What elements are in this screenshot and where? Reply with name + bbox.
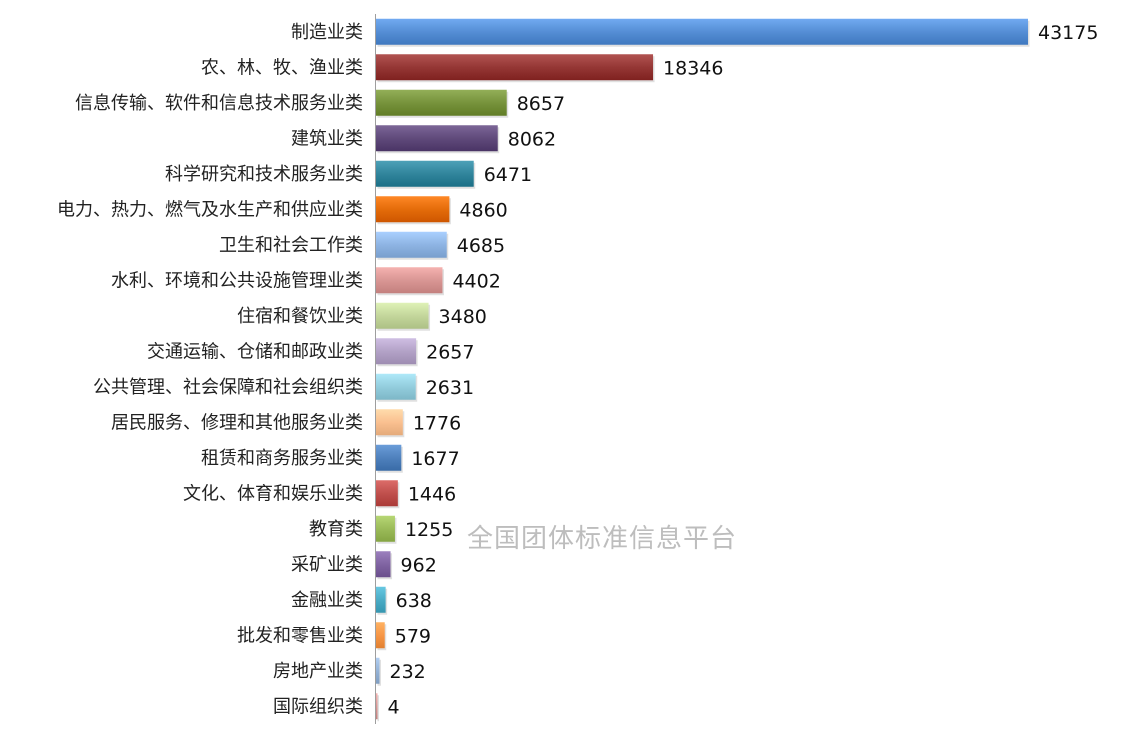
bar: [376, 373, 416, 400]
bar: [376, 89, 507, 116]
bar: [376, 622, 385, 649]
category-label: 制造业类: [291, 22, 363, 43]
data-label: 2631: [426, 377, 474, 399]
data-label: 1677: [411, 448, 459, 470]
category-label: 水利、环境和公共设施管理业类: [111, 270, 363, 291]
data-label: 1446: [408, 483, 456, 505]
labels-layer: 制造业类 43175 农、林、牧、渔业类 18346 信息传输、软件和信息技术服务业类 8…: [57, 22, 1098, 719]
data-label: 4685: [457, 235, 505, 257]
category-label: 建筑业类: [291, 128, 363, 149]
data-label: 4: [388, 696, 400, 718]
watermark-text: 全国团体标准信息平台: [467, 524, 738, 554]
category-label: 住宿和餐饮业类: [237, 306, 363, 327]
category-label: 国际组织类: [273, 696, 363, 717]
category-label: 房地产业类: [273, 661, 363, 682]
bar: [376, 515, 395, 542]
data-label: 8062: [508, 128, 556, 150]
bar: [376, 125, 498, 152]
category-label: 采矿业类: [291, 554, 363, 575]
data-label: 638: [396, 590, 432, 612]
bar: [376, 196, 450, 223]
data-label: 1255: [405, 519, 453, 541]
data-label: 1776: [413, 412, 461, 434]
data-label: 18346: [663, 57, 723, 79]
bar: [376, 18, 1028, 45]
data-label: 4402: [452, 270, 500, 292]
bars-layer: [376, 18, 1030, 722]
data-label: 232: [390, 661, 426, 683]
bar: [376, 338, 417, 365]
data-label: 4860: [459, 199, 507, 221]
data-label: 962: [401, 554, 437, 576]
category-label: 电力、热力、燃气及水生产和供应业类: [57, 199, 363, 220]
bar: [376, 657, 380, 684]
bar: [376, 302, 429, 329]
bar: [376, 586, 386, 613]
bar-shadow: [377, 695, 379, 722]
data-label: 2657: [426, 341, 474, 363]
bar: [376, 480, 398, 507]
bar: [376, 409, 403, 436]
bar: [376, 693, 378, 720]
bar: [376, 267, 443, 294]
category-label: 公共管理、社会保障和社会组织类: [93, 377, 363, 398]
category-label: 租赁和商务服务业类: [201, 448, 363, 469]
category-label: 科学研究和技术服务业类: [165, 164, 363, 185]
category-label: 居民服务、修理和其他服务业类: [111, 412, 363, 433]
bar: [376, 551, 391, 578]
bar: [376, 54, 654, 81]
bar: [376, 231, 447, 258]
bar: [376, 160, 474, 187]
category-label: 卫生和社会工作类: [219, 235, 363, 256]
data-label: 3480: [439, 306, 487, 328]
category-label: 农、林、牧、渔业类: [201, 57, 363, 78]
data-label: 579: [395, 625, 431, 647]
category-label: 金融业类: [291, 590, 363, 611]
category-label: 文化、体育和娱乐业类: [183, 483, 363, 504]
category-label: 信息传输、软件和信息技术服务业类: [75, 93, 363, 114]
category-label: 教育类: [309, 519, 363, 540]
data-label: 43175: [1038, 22, 1098, 44]
data-label: 8657: [517, 93, 565, 115]
category-label: 批发和零售业类: [237, 625, 363, 646]
category-label: 交通运输、仓储和邮政业类: [147, 341, 363, 362]
data-label: 6471: [484, 164, 532, 186]
bar: [376, 444, 402, 471]
